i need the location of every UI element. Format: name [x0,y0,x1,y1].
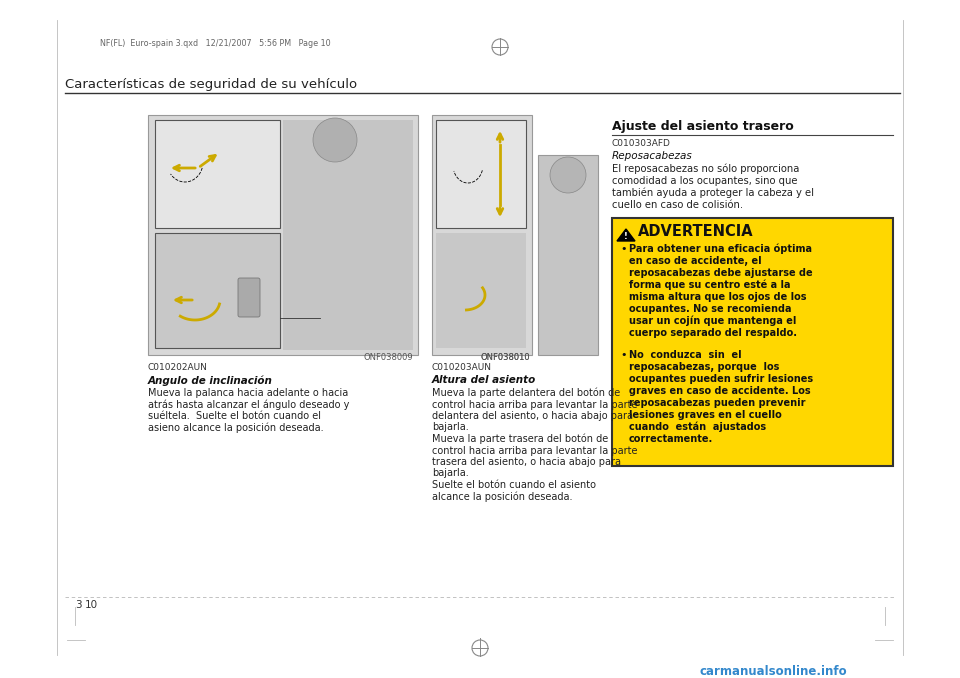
Text: Mueva la palanca hacia adelante o hacia: Mueva la palanca hacia adelante o hacia [148,388,348,398]
FancyBboxPatch shape [432,115,532,355]
Circle shape [550,157,586,193]
Text: comodidad a los ocupantes, sino que: comodidad a los ocupantes, sino que [612,176,798,186]
Text: lesiones graves en el cuello: lesiones graves en el cuello [629,410,781,420]
Text: cuerpo separado del respaldo.: cuerpo separado del respaldo. [629,328,797,338]
Text: 3: 3 [75,600,82,610]
Text: forma que su centro esté a la: forma que su centro esté a la [629,280,790,290]
Text: carmanualsonline.info: carmanualsonline.info [700,665,848,678]
Text: misma altura que los ojos de los: misma altura que los ojos de los [629,292,806,302]
Text: NF(FL)  Euro-spain 3.qxd   12/21/2007   5:56 PM   Page 10: NF(FL) Euro-spain 3.qxd 12/21/2007 5:56 … [100,39,330,47]
Text: C010203AUN: C010203AUN [432,363,492,372]
Text: trasera del asiento, o hacia abajo para: trasera del asiento, o hacia abajo para [432,457,621,467]
Text: cuando  están  ajustados: cuando están ajustados [629,422,766,433]
Text: suéltela.  Suelte el botón cuando el: suéltela. Suelte el botón cuando el [148,411,321,421]
Text: usar un cojín que mantenga el: usar un cojín que mantenga el [629,316,797,327]
Text: C010202AUN: C010202AUN [148,363,208,372]
Text: reposacabezas debe ajustarse de: reposacabezas debe ajustarse de [629,268,812,278]
FancyBboxPatch shape [538,155,598,355]
Text: Características de seguridad de su vehículo: Características de seguridad de su vehíc… [65,78,357,91]
FancyBboxPatch shape [238,278,260,317]
Text: Angulo de inclinación: Angulo de inclinación [148,375,273,386]
Text: reposacabezas pueden prevenir: reposacabezas pueden prevenir [629,398,805,408]
Polygon shape [617,229,635,241]
Text: Suelte el botón cuando el asiento: Suelte el botón cuando el asiento [432,480,596,490]
Text: correctamente.: correctamente. [629,434,713,444]
Text: alcance la posición deseada.: alcance la posición deseada. [432,492,572,502]
Text: •: • [620,244,627,254]
Text: bajarla.: bajarla. [432,422,468,433]
Text: Reposacabezas: Reposacabezas [612,151,693,161]
FancyBboxPatch shape [436,233,526,348]
Text: delantera del asiento, o hacia abajo para: delantera del asiento, o hacia abajo par… [432,411,633,421]
Text: ONF038010: ONF038010 [480,353,530,362]
Text: en caso de accidente, el: en caso de accidente, el [629,256,761,266]
Text: No  conduzca  sin  el: No conduzca sin el [629,350,742,360]
FancyBboxPatch shape [148,115,418,355]
Text: Mueva la parte trasera del botón de: Mueva la parte trasera del botón de [432,434,609,445]
Text: atrás hasta alcanzar el ángulo deseado y: atrás hasta alcanzar el ángulo deseado y [148,399,349,410]
Text: Ajuste del asiento trasero: Ajuste del asiento trasero [612,120,794,133]
Text: control hacia arriba para levantar la parte: control hacia arriba para levantar la pa… [432,399,637,410]
Text: ONF038010: ONF038010 [480,353,530,362]
Text: •: • [620,350,627,360]
Text: asieno alcance la posición deseada.: asieno alcance la posición deseada. [148,422,324,433]
Text: cuello en caso de colisión.: cuello en caso de colisión. [612,200,743,210]
FancyBboxPatch shape [612,218,893,466]
Text: también ayuda a proteger la cabeza y el: también ayuda a proteger la cabeza y el [612,188,814,199]
Text: Mueva la parte delantera del botón de: Mueva la parte delantera del botón de [432,388,620,399]
Text: !: ! [624,232,628,241]
Circle shape [313,118,357,162]
Text: ocupantes pueden sufrir lesiones: ocupantes pueden sufrir lesiones [629,374,813,384]
Text: El reposacabezas no sólo proporciona: El reposacabezas no sólo proporciona [612,164,800,174]
Text: control hacia arriba para levantar la parte: control hacia arriba para levantar la pa… [432,445,637,456]
Text: reposacabezas, porque  los: reposacabezas, porque los [629,362,780,372]
Text: bajarla.: bajarla. [432,468,468,479]
FancyBboxPatch shape [436,120,526,228]
FancyBboxPatch shape [155,120,280,228]
Text: 10: 10 [85,600,98,610]
Text: Altura del asiento: Altura del asiento [432,375,537,385]
FancyBboxPatch shape [283,120,413,350]
Text: ADVERTENCIA: ADVERTENCIA [638,224,754,239]
Text: ONF038009: ONF038009 [364,353,413,362]
Text: ocupantes. No se recomienda: ocupantes. No se recomienda [629,304,791,314]
Text: C010303AFD: C010303AFD [612,139,671,148]
FancyBboxPatch shape [155,233,280,348]
Text: graves en caso de accidente. Los: graves en caso de accidente. Los [629,386,810,396]
Text: Para obtener una eficacia óptima: Para obtener una eficacia óptima [629,244,812,254]
